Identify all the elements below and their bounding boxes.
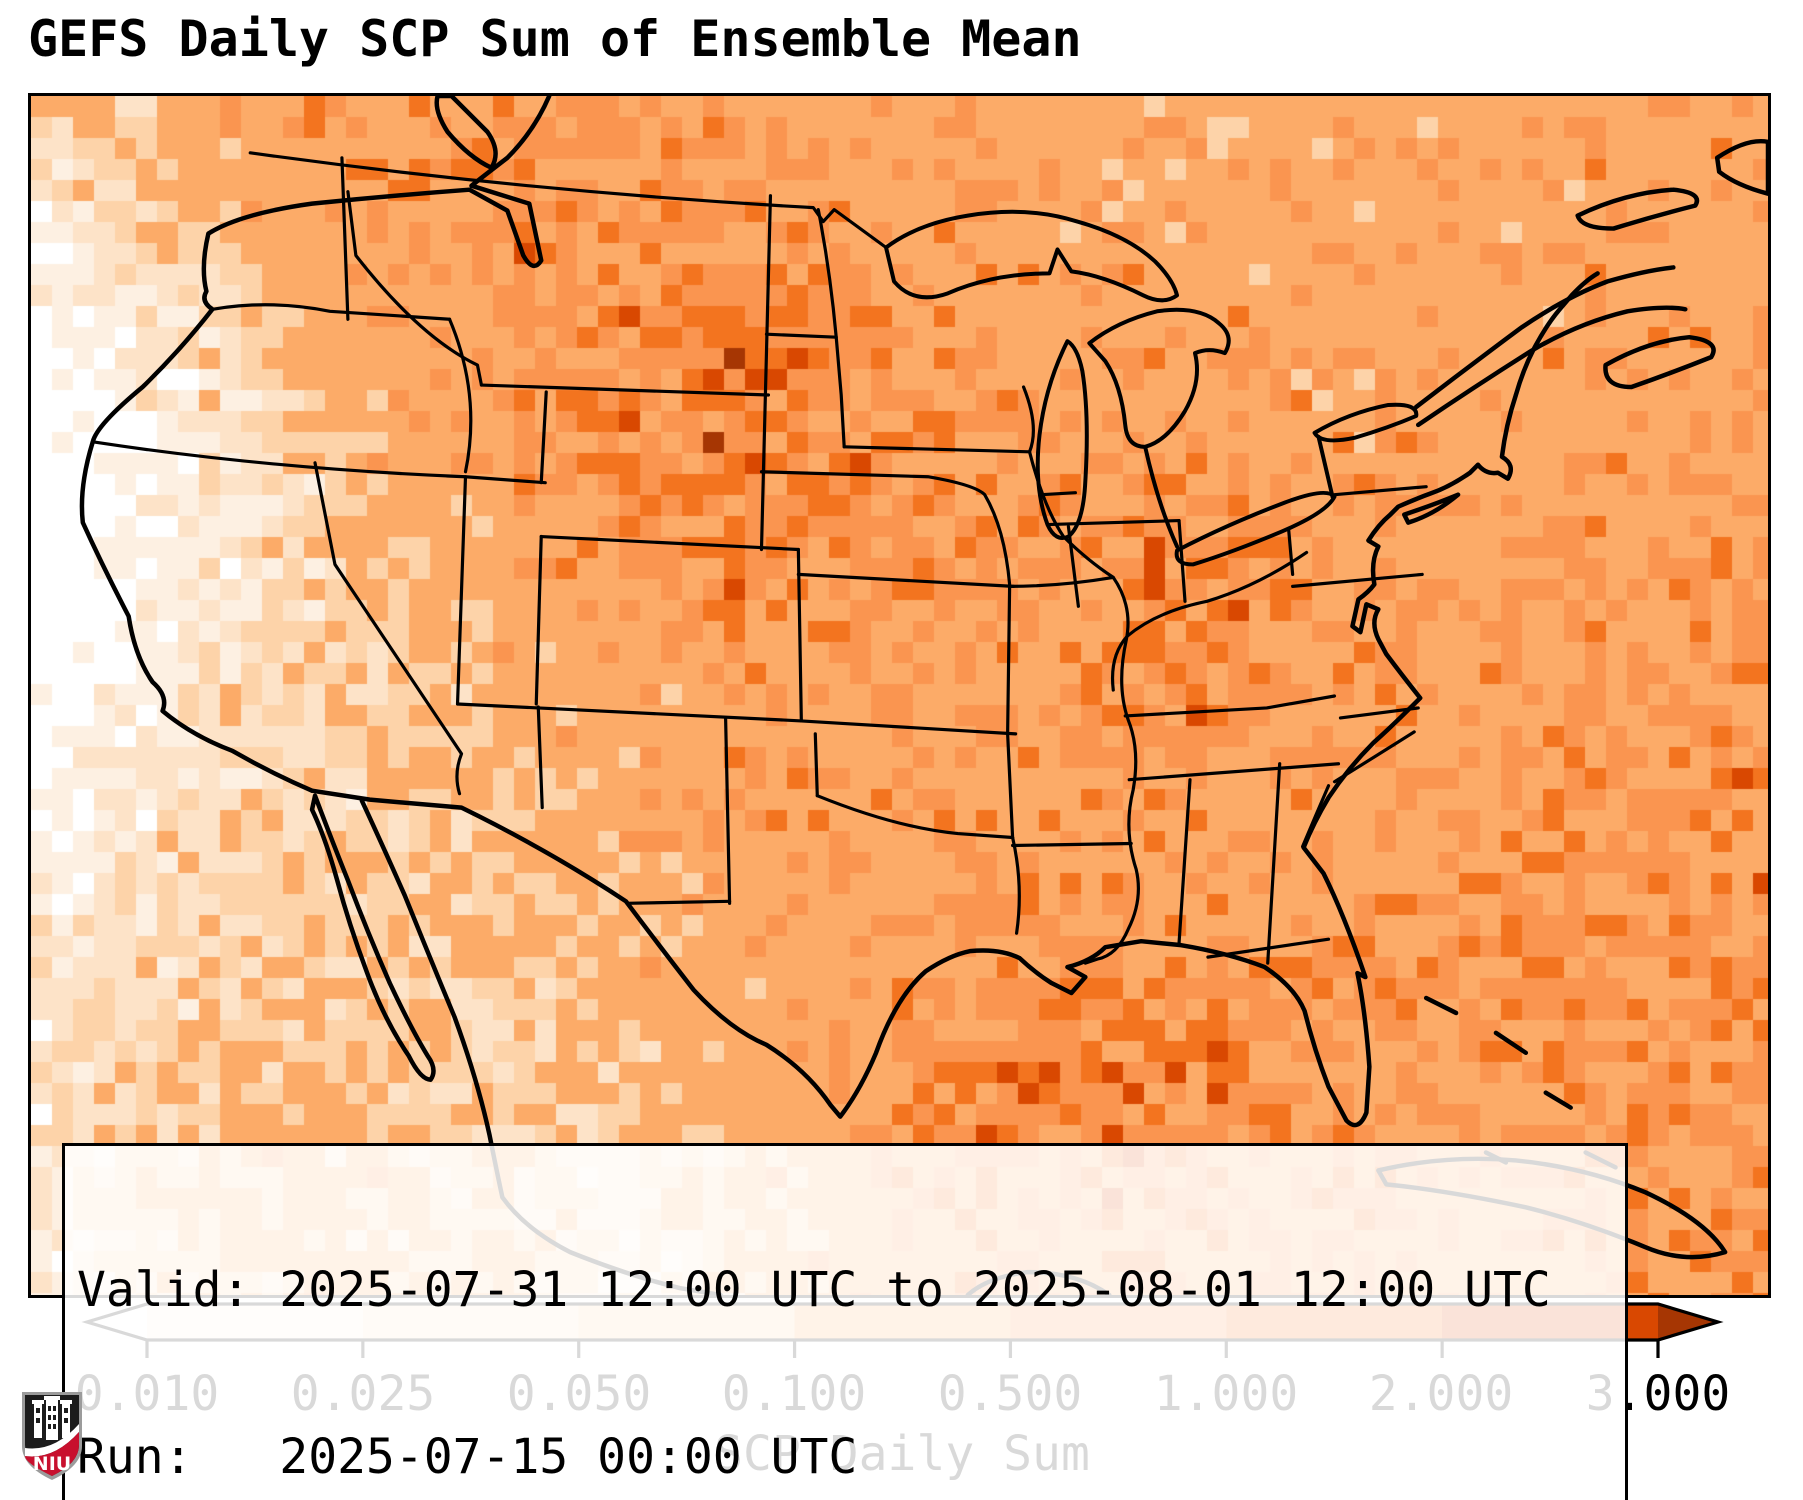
lake-michigan — [1035, 339, 1089, 541]
parallel-42n — [91, 440, 547, 485]
wa-id-border — [340, 156, 350, 321]
lake-huron — [1087, 307, 1231, 449]
sd-ne-border — [759, 470, 1012, 586]
wa-or-border — [210, 303, 452, 321]
il-in-border — [1066, 524, 1080, 608]
tx-panhandle-border — [813, 732, 819, 798]
bahamas-3 — [1543, 1090, 1573, 1110]
geography-borders — [79, 96, 1768, 1295]
st-lawrence-south-shore — [1415, 305, 1688, 428]
bahamas-1 — [1423, 995, 1459, 1016]
niu-castle-windows — [36, 1406, 68, 1429]
st-clair-river — [1143, 444, 1180, 549]
in-oh-border — [1177, 518, 1187, 603]
niu-shield-swoosh — [25, 1424, 79, 1457]
niu-logo: NIU — [22, 1392, 82, 1480]
ky-tn-border — [1123, 694, 1337, 718]
ga-fl-border — [1206, 937, 1331, 959]
ar-la-border — [1011, 841, 1133, 848]
wy-south-border — [539, 534, 800, 552]
co-east-border — [796, 547, 803, 723]
run-time-text: Run: 2025-07-15 00:00 UTC — [77, 1429, 858, 1486]
al-ga-border — [1266, 762, 1282, 965]
mo-ks-border — [1006, 584, 1012, 736]
meridian-104w — [759, 194, 773, 552]
political-borders — [91, 151, 1428, 965]
coastlines — [79, 96, 1768, 1295]
pacific-coast — [79, 96, 552, 793]
bahamas-2 — [1493, 1030, 1529, 1056]
baja-peninsula — [309, 793, 436, 1082]
niu-shield-red — [25, 1432, 79, 1476]
ohio-river — [1111, 550, 1309, 692]
nova-scotia — [1603, 334, 1716, 390]
ca-nv-border — [313, 461, 464, 796]
ny-pa-border — [1332, 485, 1428, 497]
nm-south-border — [625, 899, 732, 905]
id-mt-border — [346, 190, 484, 387]
colorbar-over-arrow — [1658, 1304, 1718, 1340]
lake-erie — [1174, 490, 1337, 567]
mississippi-river — [1021, 385, 1140, 965]
ne-ks-border — [796, 572, 1016, 588]
niu-logo-text: NIU — [33, 1453, 71, 1475]
newfoundland — [1714, 138, 1768, 196]
nd-sd-border — [764, 332, 838, 339]
nm-tx-border — [724, 716, 732, 905]
lake-superior — [884, 209, 1180, 303]
valid-run-info-box: Valid: 2025-07-31 12:00 UTC to 2025-08-0… — [62, 1143, 1628, 1500]
map-axes — [28, 93, 1771, 1298]
ga-sc-border — [1301, 784, 1331, 849]
anticosti-island — [1575, 187, 1700, 231]
or-id-border — [447, 317, 473, 474]
sc-nc-border — [1332, 730, 1416, 784]
va-nc-border — [1338, 706, 1420, 720]
us-mexico-border-gulf-atlantic-coast — [309, 271, 1600, 1128]
ia-mo-border — [1008, 575, 1115, 588]
nv-ut-border — [455, 475, 468, 706]
wi-il-border — [1039, 491, 1077, 497]
parallel-37n — [455, 702, 1018, 736]
us-canada-border — [248, 151, 888, 250]
wy-west-border — [539, 390, 548, 485]
mn-ia-border — [842, 445, 1032, 454]
mi-south-border — [1045, 518, 1181, 527]
ms-al-border — [1177, 778, 1192, 945]
niagara-river — [1316, 434, 1335, 499]
ut-co-border — [534, 534, 543, 706]
vancouver-island — [434, 96, 498, 171]
long-island — [1402, 492, 1461, 525]
st-lawrence-north-shore — [1413, 265, 1676, 410]
plot-title: GEFS Daily SCP Sum of Ensemble Mean — [28, 10, 1082, 68]
scp-heatmap-canvas — [31, 96, 1768, 1295]
valid-time-text: Valid: 2025-07-31 12:00 UTC to 2025-08-0… — [77, 1262, 1551, 1319]
az-nm-border — [536, 705, 544, 810]
oh-pa-border — [1287, 527, 1295, 576]
pa-south-border — [1291, 572, 1424, 588]
great-lakes — [884, 209, 1419, 567]
red-river-border — [815, 794, 1015, 840]
lake-ontario — [1312, 402, 1419, 443]
mn-west-border — [816, 208, 846, 449]
mt-wy-border — [479, 383, 771, 397]
tx-la-border — [1011, 835, 1021, 935]
ok-ar-border — [1006, 732, 1015, 840]
parallel-35n — [1127, 762, 1341, 782]
